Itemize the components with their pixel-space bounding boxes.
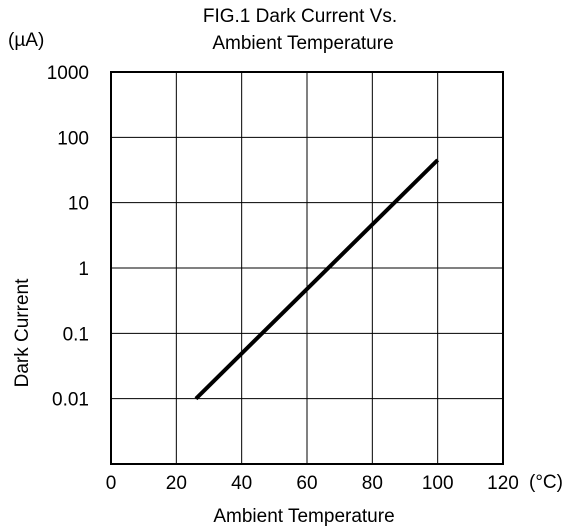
series-layer <box>194 158 440 401</box>
y-unit-label: (µA) <box>8 30 44 51</box>
dark-current-line <box>194 158 440 401</box>
x-tick-labels: 0 20 40 60 80 100 120 <box>106 473 519 494</box>
x-tick-label: 40 <box>231 473 252 494</box>
y-tick-label: 10 <box>68 194 89 215</box>
x-tick-label: 20 <box>166 473 187 494</box>
y-axis-label: Dark Current <box>12 278 33 387</box>
x-unit-label: (°C) <box>529 472 563 493</box>
y-tick-label: 0.01 <box>52 390 89 411</box>
y-tick-labels: 1000 100 10 1 0.1 0.01 <box>47 63 89 411</box>
x-tick-label: 120 <box>487 473 519 494</box>
x-tick-label: 80 <box>362 473 383 494</box>
plot-frame <box>110 71 504 465</box>
grid-lines <box>111 72 503 464</box>
y-tick-label: 1 <box>78 259 89 280</box>
x-tick-label: 60 <box>296 473 317 494</box>
chart-title-line1: FIG.1 Dark Current Vs. <box>203 6 397 27</box>
chart-title-line2: Ambient Temperature <box>212 33 393 54</box>
y-tick-label: 100 <box>57 128 89 149</box>
x-axis-label: Ambient Temperature <box>213 506 394 527</box>
y-tick-label: 1000 <box>47 63 89 84</box>
y-tick-label: 0.1 <box>63 324 89 345</box>
x-tick-label: 100 <box>422 473 454 494</box>
x-tick-label: 0 <box>106 473 117 494</box>
